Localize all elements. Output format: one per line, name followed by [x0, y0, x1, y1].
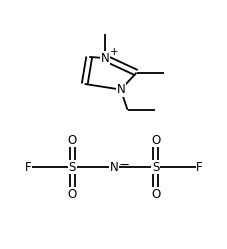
Text: O: O [67, 134, 77, 147]
Text: S: S [151, 161, 159, 174]
Text: F: F [195, 161, 202, 174]
Text: +: + [109, 47, 118, 58]
Text: O: O [150, 188, 160, 201]
Text: −: − [118, 159, 129, 172]
Text: O: O [67, 188, 77, 201]
Text: O: O [150, 134, 160, 147]
Text: F: F [25, 161, 32, 174]
Text: S: S [68, 161, 76, 174]
Text: N: N [109, 161, 118, 174]
Text: N: N [116, 83, 125, 96]
Text: N: N [100, 52, 109, 64]
